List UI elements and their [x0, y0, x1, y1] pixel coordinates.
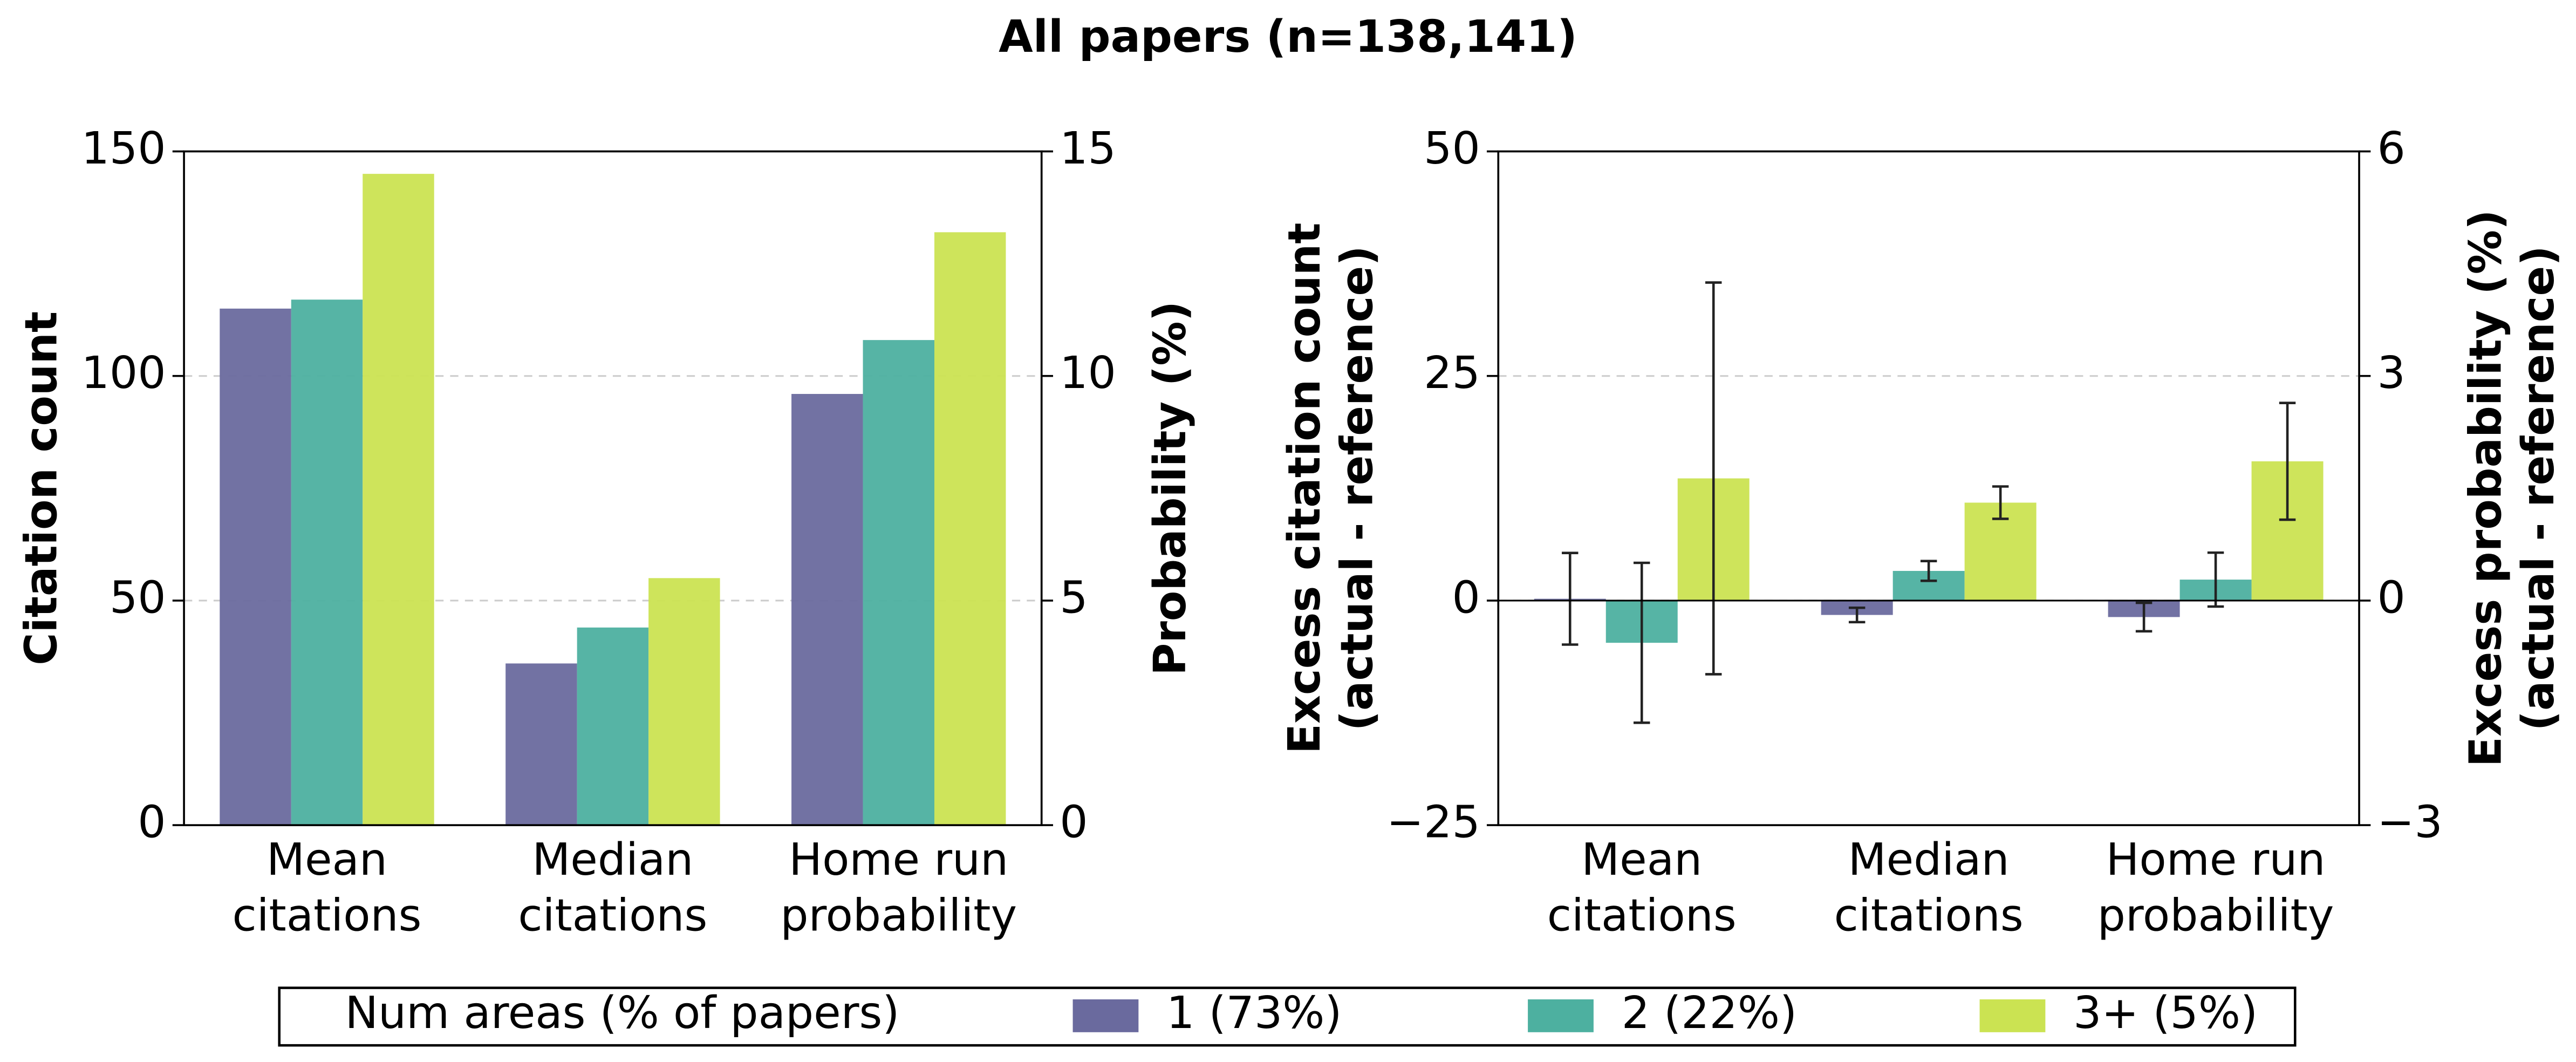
- y-axis-label: Excess citation count(actual - reference…: [1279, 223, 1383, 754]
- y2-tick-label: 15: [1060, 123, 1116, 174]
- bar: [220, 308, 291, 826]
- bar: [934, 232, 1006, 826]
- y2-tick-label: 10: [1060, 348, 1116, 399]
- bar: [363, 174, 434, 826]
- y-tick-label: 100: [81, 348, 166, 399]
- y-tick-label: −25: [1386, 797, 1480, 848]
- y-tick-label: 50: [1424, 123, 1480, 174]
- legend-label: 1 (73%): [1166, 988, 1342, 1039]
- plot-frame: [183, 150, 1043, 826]
- bar: [505, 663, 577, 826]
- y-tick-label: 150: [81, 123, 166, 174]
- y2-tick-label: 0: [1060, 797, 1088, 848]
- y-tick-label: 50: [110, 572, 166, 623]
- legend-swatch: [1528, 999, 1594, 1032]
- y-tick-label: 0: [1452, 572, 1480, 623]
- legend-swatch: [1979, 999, 2046, 1032]
- y2-tick-label: 5: [1060, 572, 1088, 623]
- bar: [577, 627, 649, 826]
- x-tick-label: Home run probability: [780, 835, 1017, 942]
- legend-title: Num areas (% of papers): [345, 988, 900, 1039]
- y-tick-label: 0: [138, 797, 166, 848]
- bar: [863, 340, 935, 826]
- figure-title: All papers (n=138,141): [999, 11, 1577, 63]
- legend-swatch: [1072, 999, 1139, 1032]
- legend-label: 2 (22%): [1622, 988, 1797, 1039]
- bar: [291, 299, 363, 826]
- y2-axis-label: Excess probability (%)(actual - referenc…: [2461, 209, 2564, 767]
- plot-frame: [1497, 150, 2360, 826]
- y2-tick-label: 3: [2377, 348, 2406, 399]
- legend-box: [278, 986, 2297, 1047]
- y-axis-label: Citation count: [16, 311, 67, 665]
- y-tick-label: 25: [1424, 348, 1480, 399]
- y2-tick-label: 0: [2377, 572, 2406, 623]
- bar: [648, 578, 720, 826]
- y2-tick-label: −3: [2377, 797, 2443, 848]
- x-tick-label: Mean citations: [1547, 835, 1737, 942]
- x-tick-label: Median citations: [518, 835, 707, 942]
- x-tick-label: Median citations: [1834, 835, 2024, 942]
- y2-tick-label: 6: [2377, 123, 2406, 174]
- x-tick-label: Mean citations: [233, 835, 422, 942]
- y2-axis-label: Probability (%): [1145, 301, 1196, 676]
- x-tick-label: Home run probability: [2097, 835, 2334, 942]
- bar: [791, 394, 863, 826]
- legend-label: 3+ (5%): [2073, 988, 2258, 1039]
